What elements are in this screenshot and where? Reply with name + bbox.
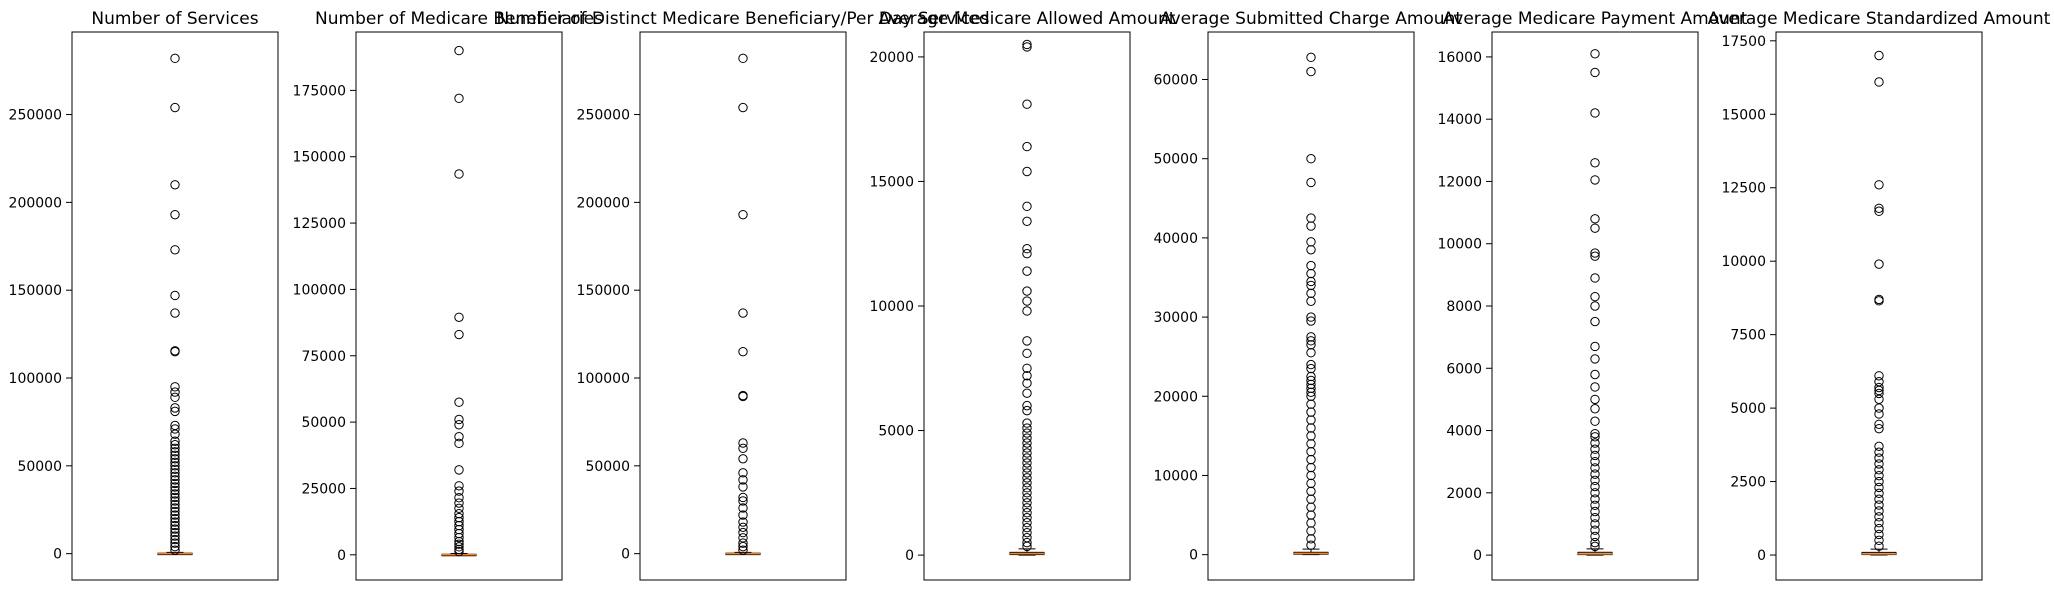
y-tick-label: 175000 [293, 83, 346, 99]
y-tick-label: 100000 [9, 371, 62, 387]
y-tick-label: 10000 [869, 299, 914, 315]
chart-title: Average Medicare Payment Amount [1443, 9, 1748, 29]
y-tick-label: 6000 [1446, 361, 1482, 377]
y-tick-label: 16000 [1437, 50, 1482, 66]
y-tick-label: 20000 [869, 50, 914, 66]
y-tick-label: 250000 [577, 108, 630, 124]
y-tick-label: 40000 [1153, 231, 1198, 247]
y-tick-label: 2000 [1446, 486, 1482, 502]
plot-frame [924, 32, 1130, 580]
y-tick-label: 14000 [1437, 112, 1482, 128]
plot-frame [1492, 32, 1698, 580]
y-tick-label: 12500 [1721, 181, 1766, 197]
y-tick-label: 25000 [301, 481, 346, 497]
y-tick-label: 0 [337, 548, 346, 564]
chart-title: Average Submitted Charge Amount [1160, 9, 1462, 29]
y-tick-label: 0 [905, 548, 914, 564]
y-tick-label: 2500 [1730, 475, 1766, 491]
y-tick-label: 0 [621, 547, 630, 563]
y-tick-label: 150000 [577, 283, 630, 299]
y-tick-label: 5000 [1730, 401, 1766, 417]
y-tick-label: 7500 [1730, 328, 1766, 344]
chart-title: Number of Services [91, 9, 258, 29]
y-tick-label: 100000 [293, 282, 346, 298]
y-tick-label: 60000 [1153, 73, 1198, 89]
chart-title: Average Medicare Standardized Amount [1708, 9, 2051, 29]
y-tick-label: 125000 [293, 216, 346, 232]
y-tick-label: 10000 [1721, 254, 1766, 270]
y-tick-label: 0 [1473, 548, 1482, 564]
y-tick-label: 15000 [869, 174, 914, 190]
plot-frame [1208, 32, 1414, 580]
y-tick-label: 12000 [1437, 174, 1482, 190]
y-tick-label: 10000 [1153, 468, 1198, 484]
y-tick-label: 50000 [585, 459, 630, 475]
y-tick-label: 8000 [1446, 299, 1482, 315]
y-tick-label: 10000 [1437, 237, 1482, 253]
plot-frame [356, 32, 562, 580]
y-tick-label: 20000 [1153, 389, 1198, 405]
y-tick-label: 50000 [17, 459, 62, 475]
y-tick-label: 50000 [301, 415, 346, 431]
y-tick-label: 50000 [1153, 152, 1198, 168]
y-tick-label: 15000 [1721, 107, 1766, 123]
y-tick-label: 200000 [577, 195, 630, 211]
y-tick-label: 0 [53, 547, 62, 563]
y-tick-label: 5000 [878, 424, 914, 440]
y-tick-label: 100000 [577, 371, 630, 387]
y-tick-label: 30000 [1153, 310, 1198, 326]
y-tick-label: 250000 [9, 108, 62, 124]
chart-title: Average Medicare Allowed Amount [879, 9, 1176, 29]
plot-frame [640, 32, 846, 580]
y-tick-label: 150000 [9, 283, 62, 299]
y-tick-label: 0 [1189, 548, 1198, 564]
y-tick-label: 150000 [293, 150, 346, 166]
y-tick-label: 200000 [9, 195, 62, 211]
y-tick-label: 4000 [1446, 424, 1482, 440]
y-tick-label: 75000 [301, 349, 346, 365]
y-tick-label: 0 [1757, 548, 1766, 564]
y-tick-label: 17500 [1721, 34, 1766, 50]
